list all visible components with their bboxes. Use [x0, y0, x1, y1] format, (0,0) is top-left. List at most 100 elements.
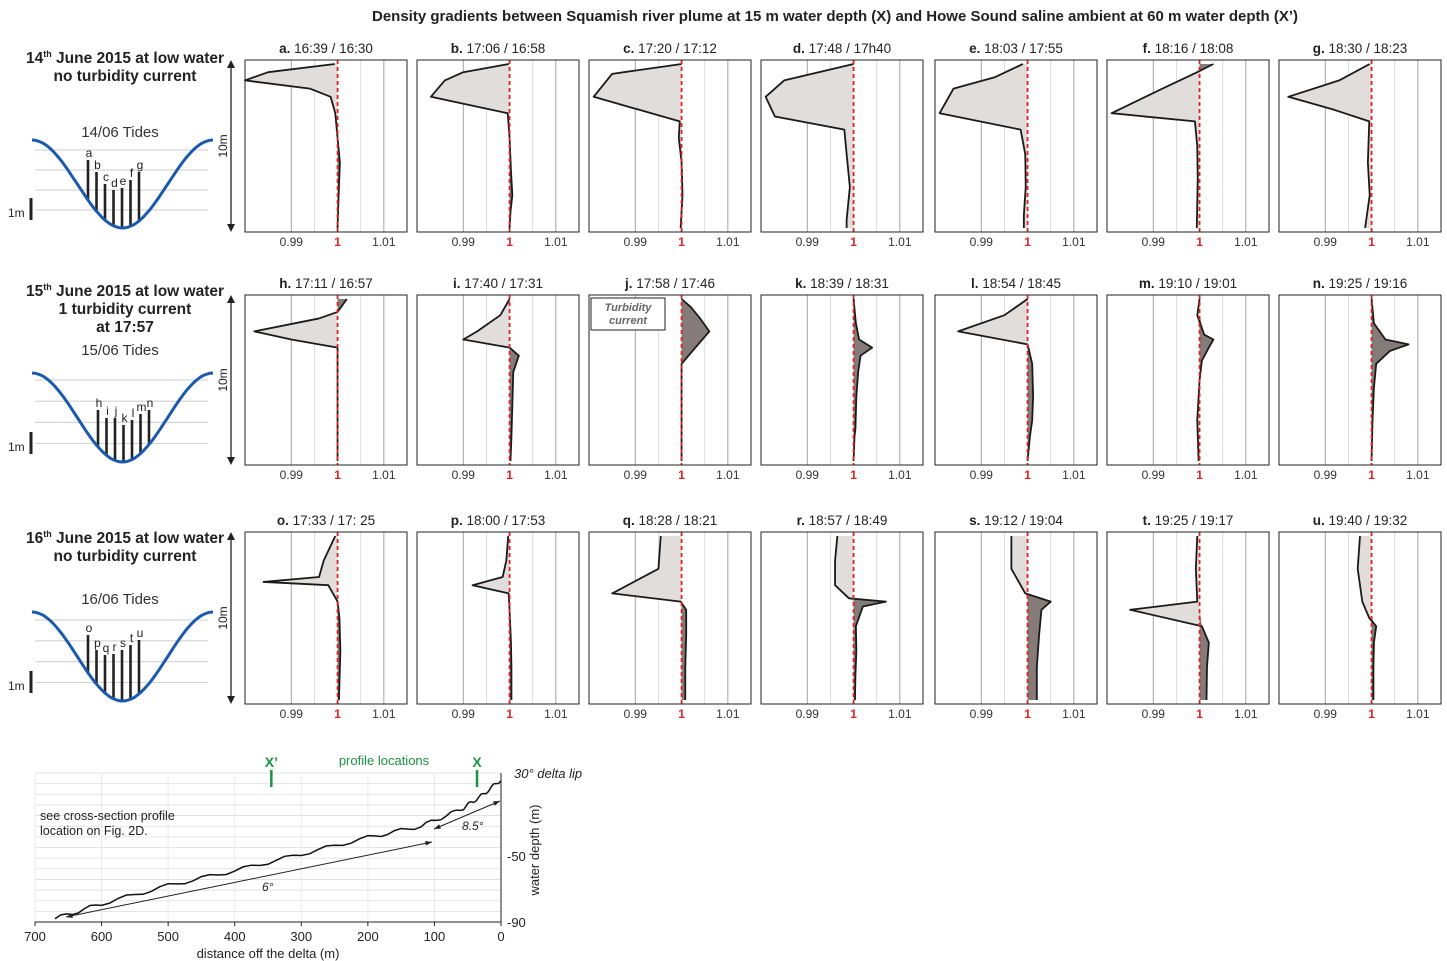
tick-label: 1.01	[1062, 235, 1086, 249]
panel-times: 18:39 / 18:31	[810, 276, 889, 291]
panel-times: 19:12 / 19:04	[984, 513, 1063, 528]
profile-line	[1356, 535, 1378, 700]
panel-title: o. 17:33 / 17: 25	[277, 513, 375, 528]
section-x-tick-label: 200	[357, 929, 379, 944]
tick-label: 1	[1368, 468, 1375, 482]
profile-line	[834, 535, 887, 701]
tick-label: 1.01	[544, 707, 568, 721]
tick-label: 1.01	[888, 468, 912, 482]
slope-arrow-head	[434, 824, 441, 829]
tick-label: 0.99	[1142, 468, 1166, 482]
panel-letter: s.	[969, 513, 984, 528]
tide-marker-label: q	[103, 641, 110, 655]
tick-label: 1	[1196, 707, 1203, 721]
section-x-tick-label: 600	[91, 929, 113, 944]
panel-letter: n.	[1313, 276, 1329, 291]
panel-title: a. 16:39 / 16:30	[279, 41, 373, 56]
panel-times: 19:40 / 19:32	[1328, 513, 1407, 528]
profile-panel-n: 0.99 1 1.01 n. 19:25 / 19:16	[1278, 276, 1442, 482]
section-x-tick-label: 700	[24, 929, 46, 944]
tick-label: 1	[850, 235, 857, 249]
profile-line	[957, 298, 1035, 462]
tick-label: 1	[506, 707, 513, 721]
tick-label: 0.99	[624, 235, 648, 249]
panel-title: e. 18:03 / 17:55	[969, 41, 1063, 56]
tick-label: 0.99	[796, 468, 820, 482]
panel-title: k. 18:39 / 18:31	[795, 276, 889, 291]
tide-scale-label: 1m	[8, 440, 25, 454]
low-density-fill	[939, 64, 1028, 228]
panel-frame	[1106, 59, 1270, 233]
tide-curves: abc d efg 1m hi j k l m n 1m op q r s t u 1m	[8, 138, 214, 703]
panel-frame	[416, 59, 580, 233]
tick-label: 0.99	[1314, 468, 1338, 482]
tick-label: 1.01	[888, 707, 912, 721]
low-density-fill	[835, 536, 854, 700]
panel-title: m. 19:10 / 19:01	[1139, 276, 1237, 291]
tide-marker-label: c	[103, 170, 109, 184]
tide-marker-label: e	[120, 174, 127, 188]
tick-label: 1	[334, 235, 341, 249]
low-density-fill	[1111, 64, 1200, 228]
panel-times: 18:28 / 18:21	[638, 513, 717, 528]
profile-line	[1196, 298, 1215, 462]
panel-frame	[1278, 294, 1442, 466]
depth-arrow-head-up	[227, 532, 235, 540]
panel-times: 17:58 / 17:46	[636, 276, 715, 291]
panel-frame	[1278, 59, 1442, 233]
panel-times: 19:25 / 19:17	[1155, 513, 1234, 528]
panel-title: h. 17:11 / 16:57	[279, 276, 373, 291]
panel-frame	[588, 294, 752, 466]
low-density-fill	[263, 536, 338, 700]
panel-frame	[416, 531, 580, 705]
panel-letter: m.	[1139, 276, 1159, 291]
low-density-fill	[245, 64, 338, 228]
slope-arrow-head	[425, 840, 432, 846]
profile-panel-s: 0.99 1 1.01 s. 19:12 / 19:04	[934, 513, 1098, 721]
profile-panel-u: 0.99 1 1.01 u. 19:40 / 19:32	[1278, 513, 1442, 721]
panel-letter: h.	[279, 276, 295, 291]
panel-title: d. 17:48 / 17h40	[793, 41, 891, 56]
panel-times: 17:40 / 17:31	[464, 276, 543, 291]
tick-label: 1.01	[544, 468, 568, 482]
tide-marker-label: r	[113, 640, 117, 654]
panel-frame	[588, 59, 752, 233]
profile-panels: 0.99 1 1.01 a. 16:39 / 16:30 0.99 1 1.01 b. 17:…	[216, 41, 1442, 721]
tides-label-15: 15/06 Tides	[81, 342, 159, 359]
tick-label: 1	[506, 468, 513, 482]
tick-label: 1.01	[372, 707, 396, 721]
panel-letter: p.	[451, 513, 467, 528]
tick-label: 1	[678, 468, 685, 482]
profile-panel-j: 0.99 1 1.01 j. 17:58 / 17:46 Turbiditycurren…	[588, 276, 752, 482]
panel-frame	[244, 59, 408, 233]
tide-marker-label: k	[122, 411, 129, 425]
tide-marker-label: o	[86, 621, 93, 635]
slope-arrow-head	[66, 913, 73, 919]
tick-label: 1.01	[716, 468, 740, 482]
slope-label-lower: 6°	[262, 880, 274, 894]
section-x-tick-label: 400	[224, 929, 246, 944]
panel-letter: j.	[624, 276, 636, 291]
tick-label: 0.99	[970, 468, 994, 482]
tick-label: 1.01	[1406, 468, 1430, 482]
tick-label: 0.99	[452, 235, 476, 249]
tide-curve	[31, 138, 214, 230]
profile-panel-d: 0.99 1 1.01 d. 17:48 / 17h40	[760, 41, 924, 249]
tick-label: 1	[1196, 468, 1203, 482]
slope-arrow-lower	[65, 841, 433, 918]
profile-line	[680, 298, 711, 461]
section-y-tick-label: -50	[507, 849, 526, 864]
depth-scale-1: 10m	[216, 295, 235, 465]
section-x-tick-label: 500	[157, 929, 179, 944]
high-density-fill	[853, 299, 873, 461]
profile-line	[938, 63, 1027, 228]
profile-line	[1129, 535, 1210, 701]
low-density-fill	[430, 64, 510, 228]
profile-panel-t: 0.99 1 1.01 t. 19:25 / 19:17	[1106, 513, 1270, 721]
panel-times: 18:54 / 18:45	[982, 276, 1061, 291]
profile-panel-a: 0.99 1 1.01 a. 16:39 / 16:30	[244, 41, 408, 249]
tide-marker-label: t	[130, 631, 134, 645]
panel-frame	[760, 531, 924, 705]
tick-label: 1.01	[1062, 707, 1086, 721]
